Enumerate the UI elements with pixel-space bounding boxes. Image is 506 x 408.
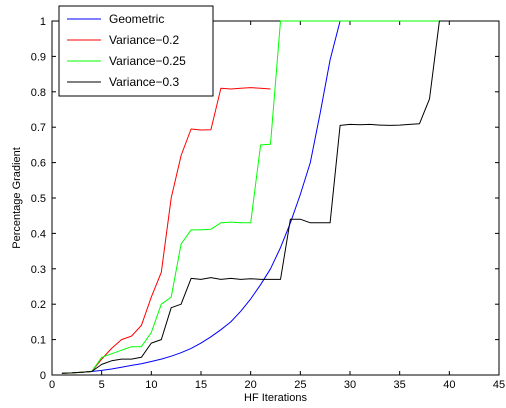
- axis-ticks: 0 5 10 15 20 25 30 35 40 45 0 0.1 0.2 0.3 0.4 0.5 0.6 0.7…: [31, 16, 505, 391]
- y-tick-label: 0.3: [31, 264, 46, 276]
- legend-box: [58, 5, 214, 97]
- y-tick-label: 1: [40, 16, 46, 28]
- y-tick-label: 0.6: [31, 158, 46, 170]
- y-tick-label: 0: [40, 370, 46, 382]
- x-tick-label: 25: [294, 379, 306, 391]
- x-axis-label: HF Iterations: [244, 392, 307, 404]
- y-tick-label: 0.1: [31, 335, 46, 347]
- x-tick-label: 5: [99, 379, 105, 391]
- y-tick-label: 0.4: [31, 228, 46, 240]
- x-tick-label: 40: [443, 379, 455, 391]
- legend-entry: Variance−0.25: [109, 54, 186, 68]
- legend: Geometric Variance−0.2 Variance−0.25 Varian…: [58, 5, 214, 97]
- y-tick-label: 0.2: [31, 299, 46, 311]
- series-line-2: [61, 87, 271, 374]
- series-line-4: [61, 20, 499, 374]
- y-axis-label: Percentage Gradient: [11, 147, 23, 249]
- x-tick-label: 30: [344, 379, 356, 391]
- y-tick-label: 0.9: [31, 51, 46, 63]
- x-tick-label: 10: [145, 379, 157, 391]
- y-tick-label: 0.7: [31, 122, 46, 134]
- legend-entry: Variance−0.3: [109, 75, 179, 89]
- x-tick-label: 45: [493, 379, 505, 391]
- series-lines: [61, 20, 499, 374]
- x-tick-label: 20: [245, 379, 257, 391]
- x-tick-label: 0: [49, 379, 55, 391]
- x-tick-label: 15: [195, 379, 207, 391]
- x-tick-label: 35: [394, 379, 406, 391]
- y-tick-label: 0.8: [31, 87, 46, 99]
- legend-entry: Variance−0.2: [109, 33, 179, 47]
- series-line-3: [61, 20, 499, 374]
- y-tick-label: 0.5: [31, 193, 46, 205]
- series-line-1: [61, 20, 499, 374]
- legend-entry: Geometric: [109, 12, 164, 26]
